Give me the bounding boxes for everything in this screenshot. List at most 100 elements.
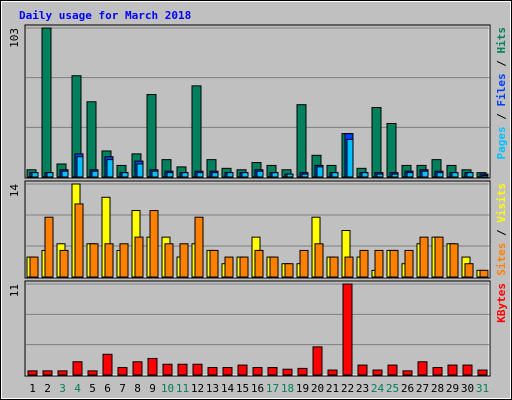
bar bbox=[91, 170, 99, 178]
bar bbox=[196, 172, 204, 178]
bar bbox=[256, 170, 264, 178]
bar bbox=[389, 249, 399, 278]
bar bbox=[374, 249, 384, 278]
x-tick-label: 21 bbox=[326, 382, 339, 395]
x-tick-label: 19 bbox=[296, 382, 309, 395]
bar bbox=[344, 256, 354, 278]
bar bbox=[86, 101, 97, 178]
bar bbox=[29, 256, 39, 278]
bar bbox=[164, 243, 174, 278]
bar bbox=[371, 107, 382, 178]
legend: Pages / Files / Hits bbox=[495, 27, 508, 160]
bar bbox=[76, 156, 84, 178]
bar bbox=[346, 138, 354, 178]
bar bbox=[44, 216, 54, 278]
bar bbox=[166, 172, 174, 178]
bar bbox=[241, 172, 249, 178]
bar bbox=[177, 363, 188, 376]
bar bbox=[361, 172, 369, 178]
bar bbox=[421, 170, 429, 178]
x-tick-label: 6 bbox=[104, 382, 111, 395]
bar bbox=[312, 346, 323, 376]
bar bbox=[74, 203, 84, 278]
bar bbox=[207, 367, 218, 376]
bar bbox=[209, 249, 219, 278]
bar bbox=[479, 269, 489, 278]
bar bbox=[327, 369, 338, 376]
x-tick-label: 23 bbox=[356, 382, 369, 395]
bar bbox=[314, 243, 324, 278]
x-tick-label: 22 bbox=[341, 382, 354, 395]
bar bbox=[329, 256, 339, 278]
bar bbox=[41, 27, 52, 178]
x-tick-label: 24 bbox=[371, 382, 385, 395]
bar bbox=[61, 170, 69, 178]
bar bbox=[449, 243, 459, 278]
bar bbox=[301, 173, 309, 178]
bar bbox=[59, 249, 69, 278]
x-tick-label: 2 bbox=[44, 382, 51, 395]
legend-entry: Pages bbox=[495, 126, 508, 159]
bar bbox=[406, 172, 414, 178]
bar bbox=[331, 172, 339, 178]
y-tick-label: 103 bbox=[8, 28, 21, 48]
bar bbox=[447, 364, 458, 376]
bar bbox=[286, 173, 294, 178]
bar bbox=[436, 172, 444, 178]
x-tick-label: 12 bbox=[191, 382, 204, 395]
bar bbox=[136, 163, 144, 178]
bar bbox=[464, 263, 474, 278]
legend-separator: / bbox=[495, 107, 508, 127]
bar bbox=[226, 172, 234, 178]
bar bbox=[237, 364, 248, 376]
bar bbox=[192, 363, 203, 376]
bar bbox=[179, 243, 189, 278]
bar bbox=[296, 104, 307, 178]
bar bbox=[72, 361, 83, 376]
bar bbox=[181, 172, 189, 178]
bar bbox=[417, 361, 428, 376]
bar bbox=[387, 364, 398, 376]
x-tick-label: 29 bbox=[446, 382, 459, 395]
bar bbox=[404, 249, 414, 278]
x-tick-label: 15 bbox=[236, 382, 249, 395]
legend: Sites / Visits bbox=[495, 183, 508, 276]
x-tick-label: 10 bbox=[161, 382, 174, 395]
x-tick-label: 17 bbox=[266, 382, 279, 395]
bar bbox=[27, 370, 38, 376]
bar bbox=[432, 367, 443, 376]
bar bbox=[342, 283, 353, 376]
bar bbox=[271, 172, 279, 178]
x-tick-label: 5 bbox=[89, 382, 96, 395]
bar bbox=[147, 357, 158, 376]
bar bbox=[372, 369, 383, 376]
bar bbox=[102, 353, 113, 376]
x-tick-label: 31 bbox=[476, 382, 489, 395]
bar bbox=[191, 85, 202, 178]
x-tick-label: 7 bbox=[119, 382, 126, 395]
bar bbox=[284, 263, 294, 278]
bar bbox=[87, 370, 98, 376]
bar bbox=[134, 236, 144, 278]
bar bbox=[42, 370, 53, 376]
bar bbox=[119, 243, 129, 278]
bar bbox=[481, 175, 489, 178]
x-tick-label: 28 bbox=[431, 382, 444, 395]
bar bbox=[316, 166, 324, 178]
bar bbox=[477, 369, 488, 376]
bar bbox=[117, 367, 128, 376]
bar bbox=[222, 367, 233, 376]
bar bbox=[282, 368, 293, 376]
x-tick-label: 26 bbox=[401, 382, 414, 395]
bar bbox=[466, 172, 474, 178]
bar bbox=[391, 173, 399, 178]
bar bbox=[224, 256, 234, 278]
bar bbox=[149, 210, 159, 278]
bar bbox=[451, 172, 459, 178]
legend-entry: Files bbox=[495, 73, 508, 106]
x-tick-label: 1 bbox=[29, 382, 36, 395]
bar bbox=[297, 367, 308, 376]
x-tick-label: 4 bbox=[74, 382, 81, 395]
bar bbox=[376, 173, 384, 178]
bar bbox=[267, 367, 278, 376]
